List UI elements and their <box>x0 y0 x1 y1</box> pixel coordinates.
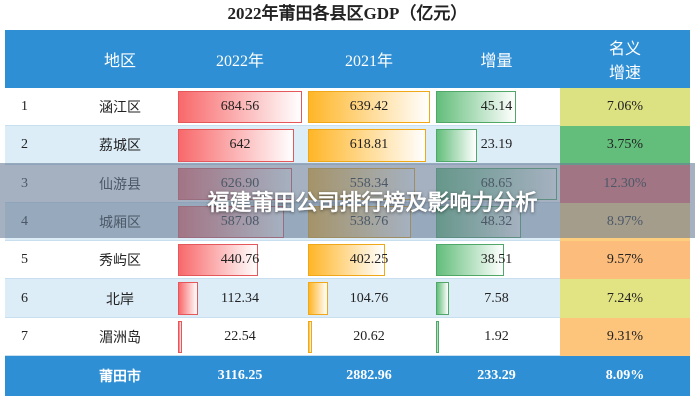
data-bar <box>308 129 427 162</box>
data-bar <box>308 320 312 353</box>
table-cell: 7.06% <box>606 99 644 115</box>
table-cell: 112.34 <box>221 290 259 306</box>
data-bar <box>178 129 295 162</box>
data-bar <box>308 91 430 124</box>
header-cell: 地区 <box>65 30 175 88</box>
footer-cell: 莆田市 <box>99 370 141 385</box>
table-cell: 440.76 <box>220 252 260 268</box>
table-cell: 38.51 <box>480 252 513 268</box>
data-bar <box>436 91 516 124</box>
table-cell: 秀屿区 <box>99 254 141 270</box>
table-cell: 104.76 <box>349 290 389 306</box>
table-cell: 7.24% <box>606 290 644 306</box>
header-cell: 2021年 <box>305 30 433 88</box>
growth-cell <box>560 88 690 127</box>
data-bar <box>308 244 385 277</box>
banner: 福建莆田公司排行榜及影响力分析 <box>0 163 695 238</box>
table-cell: 1 <box>21 99 28 115</box>
table-cell: 9.31% <box>606 328 644 344</box>
table-cell: 涵江区 <box>99 101 141 117</box>
table-cell: 45.14 <box>480 99 513 115</box>
footer-cell: 233.29 <box>477 368 516 383</box>
footer-cell <box>5 356 65 396</box>
data-bar <box>178 282 199 315</box>
data-bar <box>436 129 477 162</box>
header-bg <box>5 30 690 88</box>
header-cell: 名义增速 <box>560 30 690 88</box>
title: 2022年莆田各县区GDP（亿元） <box>227 4 468 23</box>
table-cell: 20.62 <box>353 328 385 344</box>
growth-cell <box>560 279 690 318</box>
table-cell: 荔城区 <box>99 139 141 155</box>
table-cell: 7 <box>21 328 28 344</box>
header-cell: 2022年 <box>175 30 305 88</box>
footer-bg <box>5 356 690 396</box>
header-text: 增量 <box>480 53 513 70</box>
data-bar <box>178 244 258 277</box>
growth-cell <box>560 241 690 280</box>
footer-cell: 3116.25 <box>217 368 263 383</box>
table-cell: 618.81 <box>349 137 389 153</box>
table-cell: 7.58 <box>484 290 509 306</box>
table-cell: 北岸 <box>106 292 134 308</box>
growth-cell <box>560 126 690 165</box>
data-bar <box>436 282 450 315</box>
table-cell: 6 <box>21 290 28 306</box>
table-cell: 642 <box>229 137 251 153</box>
table-cell: 684.56 <box>220 99 260 115</box>
data-bar <box>308 282 328 315</box>
header-text: 名义增速 <box>608 41 641 82</box>
table-cell: 23.19 <box>480 137 513 153</box>
table-cell: 湄洲岛 <box>99 330 141 346</box>
header-cell <box>5 30 65 88</box>
growth-cell <box>560 317 690 356</box>
data-bar <box>178 320 183 353</box>
footer-cell: 8.09% <box>605 368 645 383</box>
header-text: 2021年 <box>344 53 393 70</box>
table-cell: 9.57% <box>606 252 644 268</box>
table-cell: 3.75% <box>606 137 644 153</box>
data-bar <box>178 91 302 124</box>
table-cell: 2 <box>21 137 28 153</box>
table-cell: 5 <box>21 252 28 268</box>
header-cell: 增量 <box>433 30 560 88</box>
table-cell: 22.54 <box>224 328 256 344</box>
table-cell: 639.42 <box>349 99 389 115</box>
header-text: 2022年 <box>215 53 264 70</box>
footer-cell: 2882.96 <box>346 368 392 383</box>
header-text: 地区 <box>103 53 136 70</box>
table-cell: 1.92 <box>484 328 509 344</box>
table-cell: 402.25 <box>349 252 389 268</box>
data-bar <box>436 320 440 353</box>
data-bar <box>436 244 504 277</box>
